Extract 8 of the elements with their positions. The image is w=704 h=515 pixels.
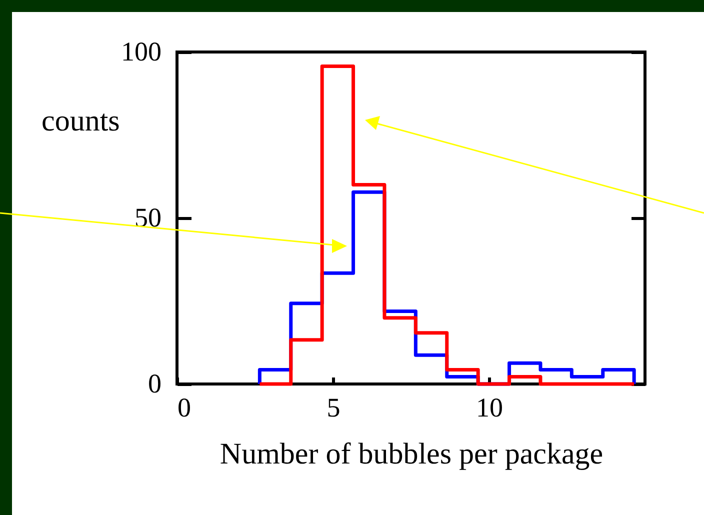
x-tick-label: 0 [178,392,191,422]
y-axis-title: counts [42,104,120,138]
y-tick-label: 50 [134,202,162,232]
x-tick-label: 10 [476,392,503,422]
y-tick-label: 0 [148,368,162,398]
x-tick-label: 5 [326,392,340,422]
x-axis-title: Number of bubbles per package [220,438,604,470]
y-tick-label: 100 [121,36,162,66]
